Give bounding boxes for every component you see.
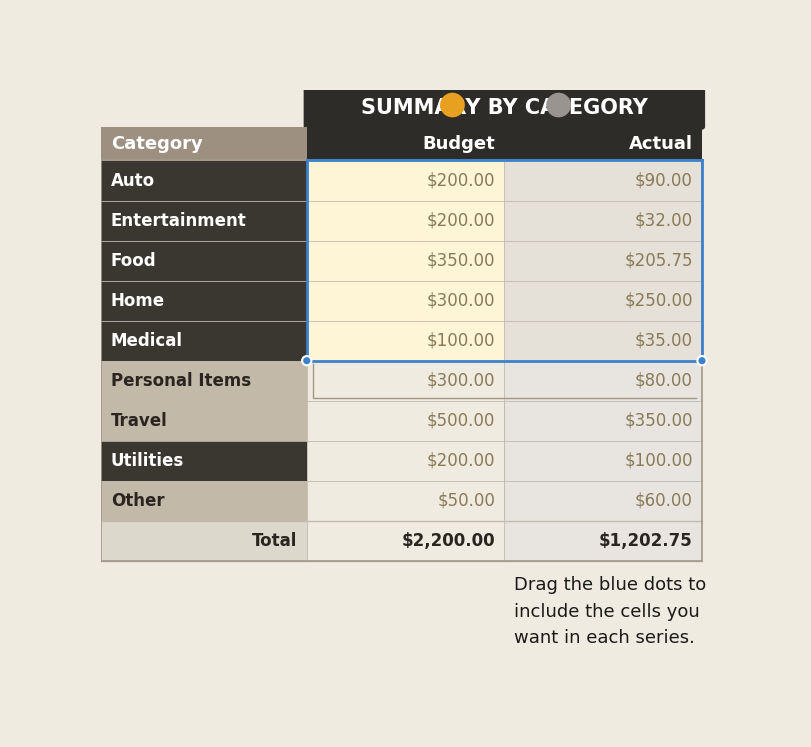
Text: $100.00: $100.00 (624, 452, 693, 470)
Text: $60.00: $60.00 (635, 492, 693, 509)
Text: $350.00: $350.00 (624, 412, 693, 430)
Bar (504, 200, 702, 241)
Bar (504, 441, 702, 481)
Bar (101, 521, 307, 561)
Bar (101, 281, 307, 320)
Bar (101, 481, 307, 521)
Bar (307, 400, 504, 441)
Circle shape (697, 356, 706, 365)
Bar (101, 320, 307, 361)
Text: $1,202.75: $1,202.75 (599, 532, 693, 550)
Bar (307, 361, 504, 400)
Text: Category: Category (110, 134, 203, 152)
Text: $50.00: $50.00 (437, 492, 495, 509)
Text: $2,200.00: $2,200.00 (401, 532, 495, 550)
Bar (307, 200, 504, 241)
Bar (504, 126, 702, 161)
Text: $35.00: $35.00 (635, 332, 693, 350)
Text: Entertainment: Entertainment (110, 211, 247, 229)
Bar (101, 200, 307, 241)
Text: $32.00: $32.00 (634, 211, 693, 229)
Text: Travel: Travel (110, 412, 167, 430)
Text: Utilities: Utilities (110, 452, 184, 470)
Text: $80.00: $80.00 (635, 372, 693, 390)
Text: $200.00: $200.00 (427, 211, 495, 229)
Bar (504, 481, 702, 521)
Bar (101, 441, 307, 481)
FancyBboxPatch shape (303, 87, 705, 130)
Bar (307, 441, 504, 481)
Text: $100.00: $100.00 (427, 332, 495, 350)
Bar (504, 400, 702, 441)
Text: Food: Food (110, 252, 157, 270)
Text: Other: Other (110, 492, 165, 509)
Text: $200.00: $200.00 (427, 452, 495, 470)
Bar (307, 521, 504, 561)
Text: $205.75: $205.75 (624, 252, 693, 270)
Text: Actual: Actual (629, 134, 693, 152)
Circle shape (547, 93, 571, 117)
Bar (504, 521, 702, 561)
Bar (307, 481, 504, 521)
Text: $300.00: $300.00 (427, 372, 495, 390)
Bar (307, 161, 504, 200)
Text: $200.00: $200.00 (427, 172, 495, 190)
Bar (307, 320, 504, 361)
Text: Auto: Auto (110, 172, 155, 190)
Bar (101, 126, 307, 161)
Bar (504, 161, 702, 200)
Text: $90.00: $90.00 (635, 172, 693, 190)
Text: $250.00: $250.00 (624, 291, 693, 309)
Bar (307, 241, 504, 281)
Bar (101, 161, 702, 561)
Text: $350.00: $350.00 (427, 252, 495, 270)
Bar (504, 281, 702, 320)
Bar (101, 161, 307, 200)
Text: $500.00: $500.00 (427, 412, 495, 430)
Bar (101, 400, 307, 441)
Text: Budget: Budget (423, 134, 495, 152)
Text: Medical: Medical (110, 332, 182, 350)
Circle shape (303, 356, 311, 365)
Circle shape (440, 93, 465, 117)
Bar (504, 320, 702, 361)
Text: $300.00: $300.00 (427, 291, 495, 309)
Bar (101, 241, 307, 281)
Bar (504, 361, 702, 400)
Bar (307, 281, 504, 320)
Bar (504, 241, 702, 281)
Text: Drag the blue dots to
include the cells you
want in each series.: Drag the blue dots to include the cells … (513, 576, 706, 647)
Bar (101, 361, 307, 400)
Text: SUMMARY BY CATEGORY: SUMMARY BY CATEGORY (361, 98, 648, 118)
Text: Total: Total (252, 532, 298, 550)
Text: Personal Items: Personal Items (110, 372, 251, 390)
Text: Home: Home (110, 291, 165, 309)
Bar (307, 126, 504, 161)
